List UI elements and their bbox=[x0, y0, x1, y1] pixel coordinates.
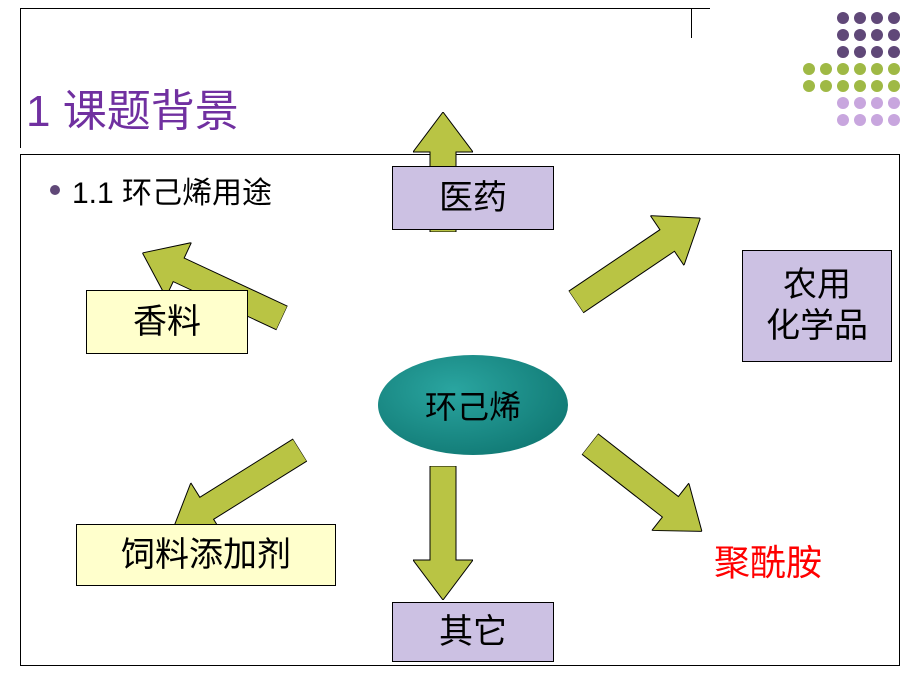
center-label: 环己烯 bbox=[425, 382, 521, 428]
corner-dots bbox=[803, 12, 902, 128]
arrow-to-other bbox=[413, 466, 473, 600]
center-node: 环己烯 bbox=[378, 355, 568, 455]
node-fragrance: 香料 bbox=[86, 290, 248, 354]
node-other: 其它 bbox=[392, 602, 554, 662]
bullet-icon bbox=[50, 185, 60, 195]
node-feed: 饲料添加剂 bbox=[76, 524, 336, 586]
node-medicine: 医药 bbox=[392, 166, 554, 230]
subtitle-text: 1.1 环己烯用途 bbox=[72, 168, 272, 212]
page-title: 1 课题背景 bbox=[26, 75, 239, 139]
node-agchem: 农用化学品 bbox=[742, 250, 892, 362]
subtitle-line: 1.1 环己烯用途 bbox=[50, 168, 272, 212]
label-polyamide: 聚酰胺 bbox=[714, 534, 822, 586]
